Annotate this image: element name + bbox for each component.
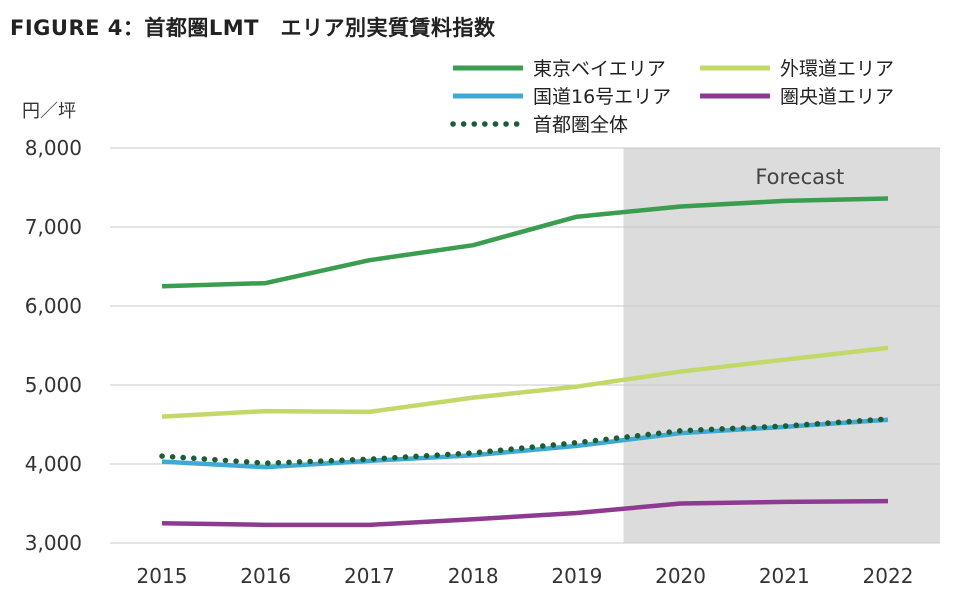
y-axis-label: 円／坪 bbox=[22, 101, 76, 122]
y-tick-label: 4,000 bbox=[25, 452, 82, 476]
x-tick-label: 2015 bbox=[137, 564, 188, 588]
legend-label: 外環道エリア bbox=[780, 58, 894, 80]
forecast-label: Forecast bbox=[755, 165, 844, 189]
x-tick-label: 2016 bbox=[240, 564, 291, 588]
legend-label: 圏央道エリア bbox=[780, 86, 894, 108]
y-tick-label: 8,000 bbox=[25, 136, 82, 160]
series-line bbox=[161, 345, 889, 419]
x-tick-label: 2022 bbox=[863, 564, 914, 588]
x-tick-label: 2020 bbox=[655, 564, 706, 588]
y-tick-label: 6,000 bbox=[25, 294, 82, 318]
legend-label: 首都圏全体 bbox=[533, 114, 628, 136]
y-tick-label: 7,000 bbox=[25, 215, 82, 239]
x-tick-label: 2017 bbox=[344, 564, 395, 588]
y-tick-label: 3,000 bbox=[25, 531, 82, 555]
series-lines bbox=[159, 196, 891, 528]
y-axis: 3,000 4,000 5,000 6,000 7,000 8,000 bbox=[25, 136, 82, 555]
chart-title: FIGURE 4：首都圏LMT エリア別実質賃料指数 bbox=[10, 16, 496, 40]
legend-label: 東京ベイエリア bbox=[533, 58, 666, 80]
x-axis: 2015 2016 2017 2018 2019 2020 2021 2022 bbox=[137, 564, 914, 588]
grid-lines bbox=[110, 147, 940, 544]
series-line bbox=[159, 416, 891, 466]
y-tick-label: 5,000 bbox=[25, 373, 82, 397]
x-tick-label: 2018 bbox=[448, 564, 499, 588]
x-tick-label: 2021 bbox=[759, 564, 810, 588]
x-tick-label: 2019 bbox=[551, 564, 602, 588]
legend-label: 国道16号エリア bbox=[533, 86, 671, 108]
forecast-region bbox=[623, 148, 940, 543]
series-line bbox=[161, 498, 889, 528]
series-line bbox=[161, 196, 889, 289]
